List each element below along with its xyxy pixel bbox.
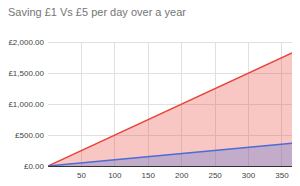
y-tick-label: £0.00 [24, 162, 45, 171]
plot-area [48, 53, 292, 166]
x-tick-label: 300 [242, 171, 256, 180]
x-tick-label: 200 [175, 171, 189, 180]
y-tick-label: £1,000.00 [8, 100, 44, 109]
y-grid-line [48, 42, 292, 43]
x-tick-label: 250 [208, 171, 222, 180]
x-grid-line [81, 42, 82, 166]
title: Saving £1 Vs £5 per day over a year [8, 6, 186, 18]
chart-svg: Saving £1 Vs £5 per day over a year £0.00… [0, 0, 300, 186]
x-tick-label: 150 [142, 171, 156, 180]
series-line [48, 143, 292, 166]
y-tick-label: £2,000.00 [8, 38, 44, 47]
x-tick-label: 350 [275, 171, 289, 180]
series-area [48, 143, 292, 166]
series-line [48, 53, 292, 166]
x-tick-label: 100 [108, 171, 122, 180]
y-tick-label: £500.00 [15, 131, 44, 140]
series-area [48, 53, 292, 166]
chart-container: Saving £1 Vs £5 per day over a year £0.00… [0, 0, 300, 186]
x-tick-label: 50 [77, 171, 86, 180]
y-tick-label: £1,500.00 [8, 69, 44, 78]
